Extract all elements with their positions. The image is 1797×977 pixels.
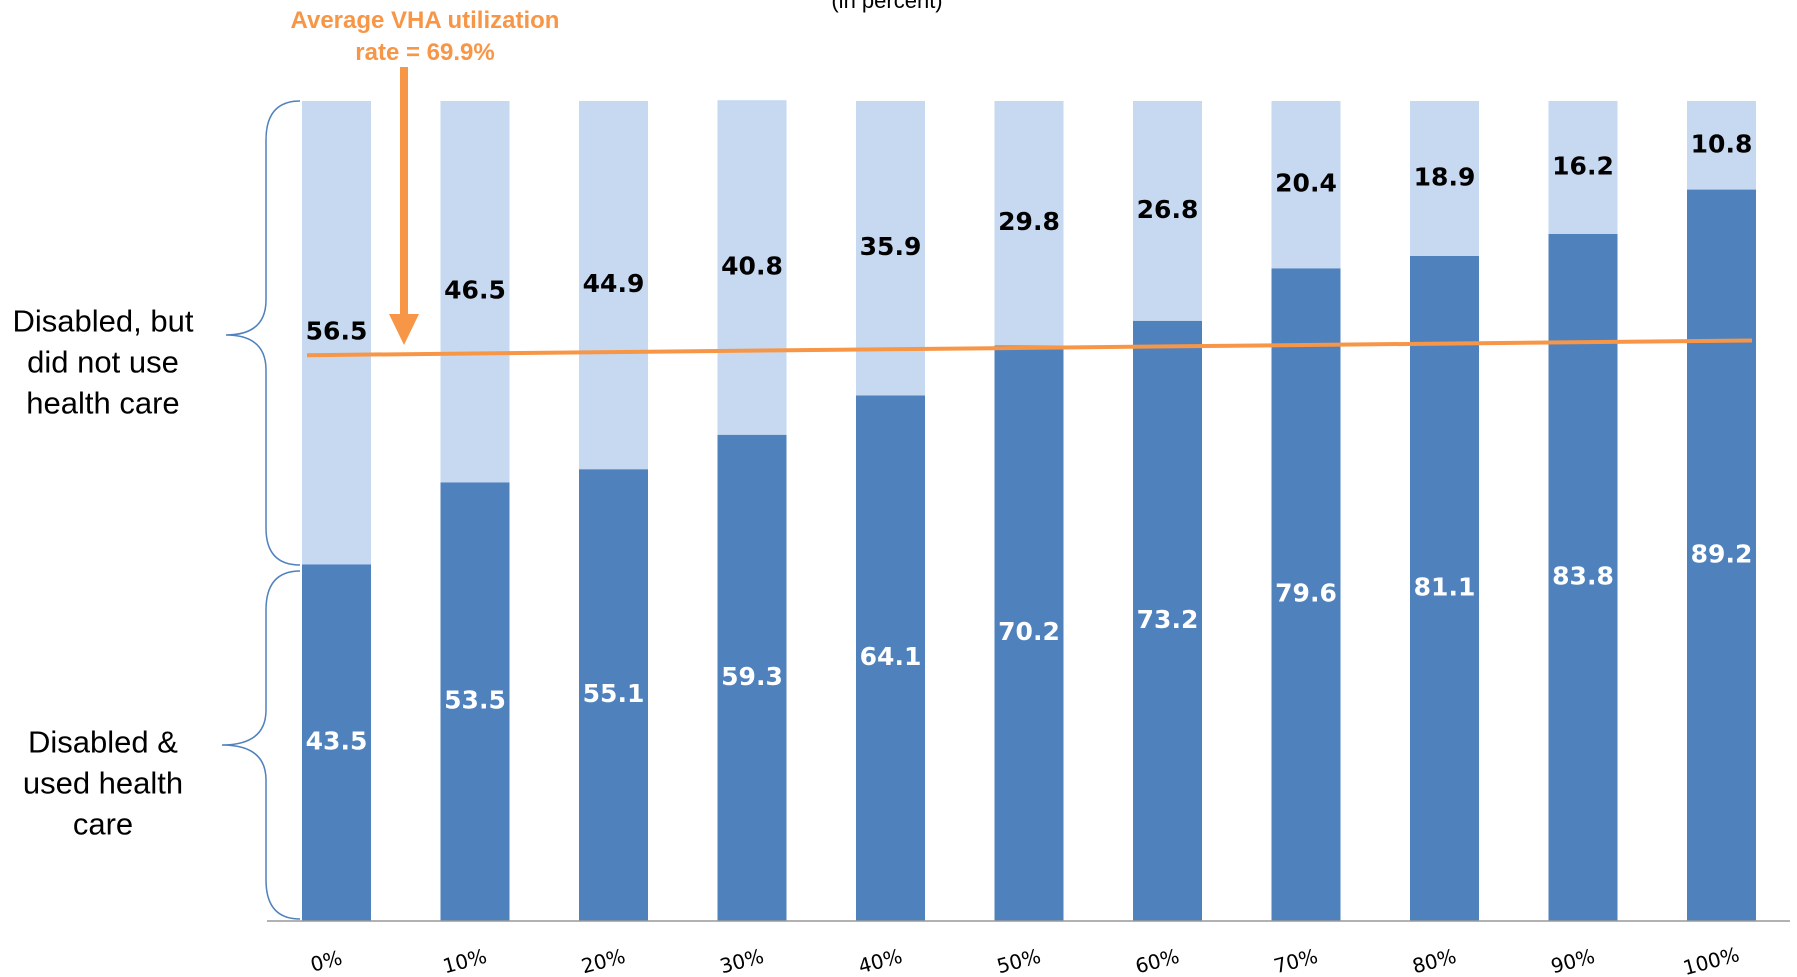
value-label: 64.1 [860,642,922,671]
x-tick-label: 100% [1681,942,1742,977]
bar-segment [579,101,648,470]
bar-segment [1548,233,1618,922]
bar-segment [579,469,648,921]
x-tick-label: 30% [717,944,766,977]
x-tick-label: 90% [1548,944,1597,977]
value-label: 56.5 [306,317,368,346]
bar-segment [717,100,787,435]
legend-brace [221,570,301,920]
chart-subtitle: (in percent) [831,0,942,13]
bar-segment [440,101,510,483]
bar-segment [1271,268,1341,921]
value-label: 29.8 [998,207,1060,236]
value-label: 40.8 [721,251,783,280]
legend-label: Disabled & used health care [22,724,184,842]
value-label: 35.9 [860,232,922,261]
value-label: 46.5 [444,276,506,305]
value-label: 55.1 [583,679,645,708]
value-label: 44.9 [583,269,645,298]
bar-segment [1548,101,1618,234]
bar-segment [302,101,371,565]
bar-segment [1133,101,1202,321]
bar-segment [1410,255,1479,922]
value-label: 43.5 [306,727,368,756]
x-tick-label: 40% [856,944,905,977]
annotation: Average VHA utilization rate = 69.9% [291,7,560,66]
x-tick-label: 50% [994,944,1043,977]
value-label: 16.2 [1552,151,1614,180]
bar-segment [717,434,787,921]
reference-line [306,338,1753,358]
value-label: 83.8 [1552,561,1614,590]
value-label: 79.6 [1275,579,1337,608]
value-label: 53.5 [444,686,506,715]
value-label: 18.9 [1414,162,1476,191]
value-label: 10.8 [1691,129,1753,158]
value-label: 81.1 [1414,572,1476,601]
bar-segment [1687,101,1756,190]
bar-segment [440,482,510,921]
bar-segment [1271,101,1341,269]
x-tick-label: 10% [440,944,489,977]
x-tick-label: 70% [1271,944,1320,977]
x-tick-label: 60% [1133,944,1182,977]
legend-label: Disabled, but did not use health care [12,303,194,421]
value-label: 59.3 [721,662,783,691]
x-tick-label: 0% [308,945,345,976]
value-label: 73.2 [1137,605,1199,634]
value-label: 70.2 [998,617,1060,646]
value-label: 20.4 [1275,169,1337,198]
bar-segment [1133,320,1202,921]
value-label: 89.2 [1691,539,1753,568]
bar-segment [994,345,1064,921]
bar-segment [994,101,1064,346]
bar-segment [1687,189,1756,921]
bar-segment [302,564,371,921]
value-label: 26.8 [1137,195,1199,224]
x-tick-label: 80% [1410,944,1459,977]
bar-segment [1410,101,1479,256]
bar-segment [856,101,925,396]
annotation-arrow [389,67,419,345]
bar-segment [856,395,925,921]
legend-brace [225,100,301,566]
x-tick-label: 20% [579,944,628,977]
